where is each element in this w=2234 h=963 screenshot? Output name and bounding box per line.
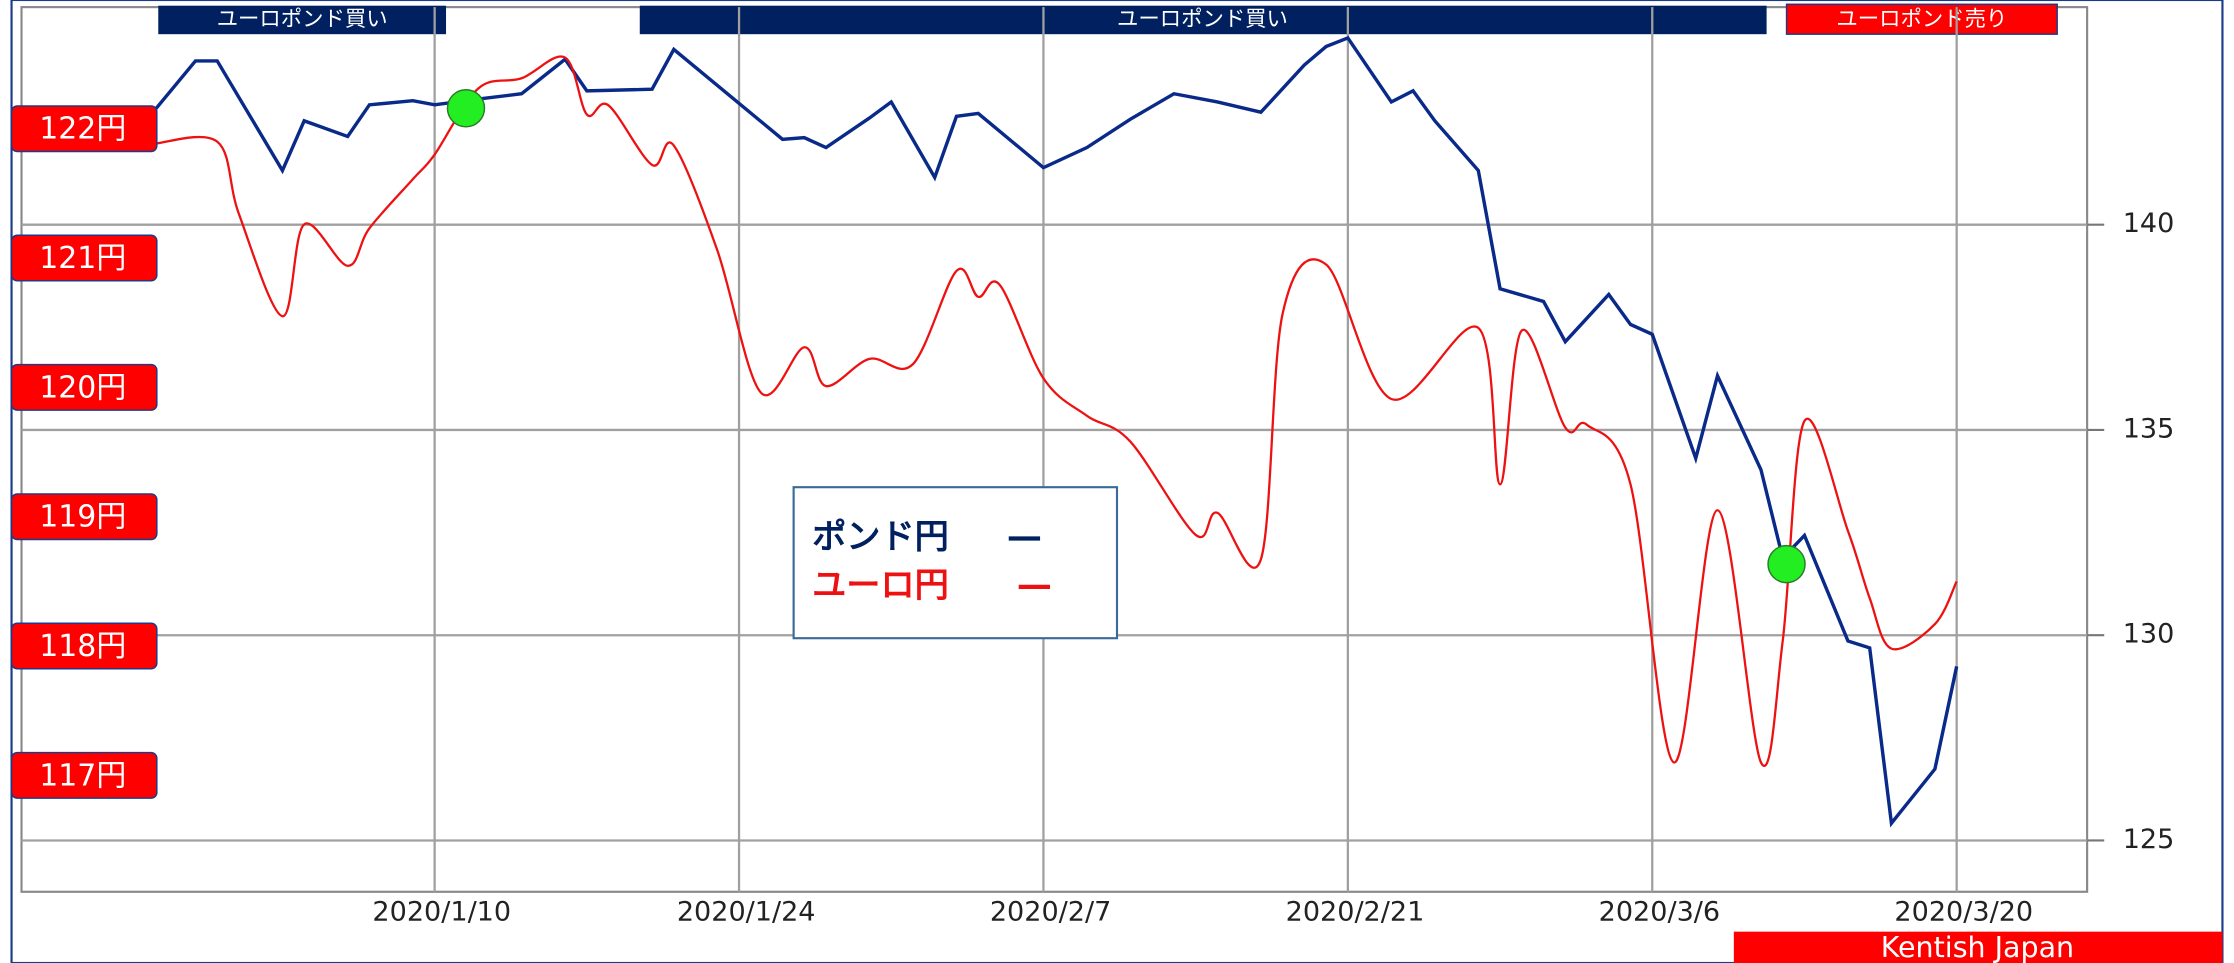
signal-dot (446, 89, 486, 128)
y2-tick-box (10, 234, 158, 282)
credit-box (1733, 931, 2223, 963)
y2-tick-label: 120円 (39, 370, 126, 405)
y2-tick-box (10, 751, 158, 799)
y2-tick-label: 122円 (39, 112, 126, 147)
y-tick-label: 135 (2123, 413, 2175, 444)
banner (158, 5, 447, 35)
series-line (151, 55, 1958, 767)
banner-text: ユーロポンド売り (1836, 7, 2007, 32)
y2-tick-label: 121円 (39, 241, 126, 276)
x-tick-label: 2020/1/24 (677, 897, 816, 928)
banner (1785, 3, 2058, 35)
signal-dot (1767, 544, 1806, 584)
legend (792, 486, 1119, 640)
y2-tick-label: 118円 (39, 629, 126, 664)
banner-text: ユーロポンド買い (1117, 7, 1288, 32)
y2-tick-box (10, 105, 158, 153)
x-tick-label: 2020/3/6 (1599, 897, 1720, 928)
credit: Kentish Japan (1881, 931, 2074, 963)
y2-tick-label: 119円 (39, 500, 126, 535)
y2-tick-box (10, 622, 158, 670)
legend-label: ユーロ円 (812, 565, 949, 605)
y2-tick-label: 117円 (39, 758, 126, 793)
y2-tick-box (10, 493, 158, 541)
legend-label: ポンド円 (812, 517, 949, 557)
y-tick-label: 130 (2123, 619, 2175, 650)
banner (639, 5, 1767, 35)
y-tick-label: 125 (2123, 824, 2175, 855)
x-tick-label: 2020/1/10 (372, 897, 511, 928)
plot-area (20, 6, 2089, 893)
x-tick-label: 2020/3/20 (1894, 897, 2033, 928)
banner-text: ユーロポンド買い (217, 7, 388, 32)
x-tick-label: 2020/2/7 (990, 897, 1111, 928)
x-tick-label: 2020/2/21 (1286, 897, 1425, 928)
y-tick-label: 140 (2123, 208, 2175, 239)
y2-tick-box (10, 363, 158, 411)
